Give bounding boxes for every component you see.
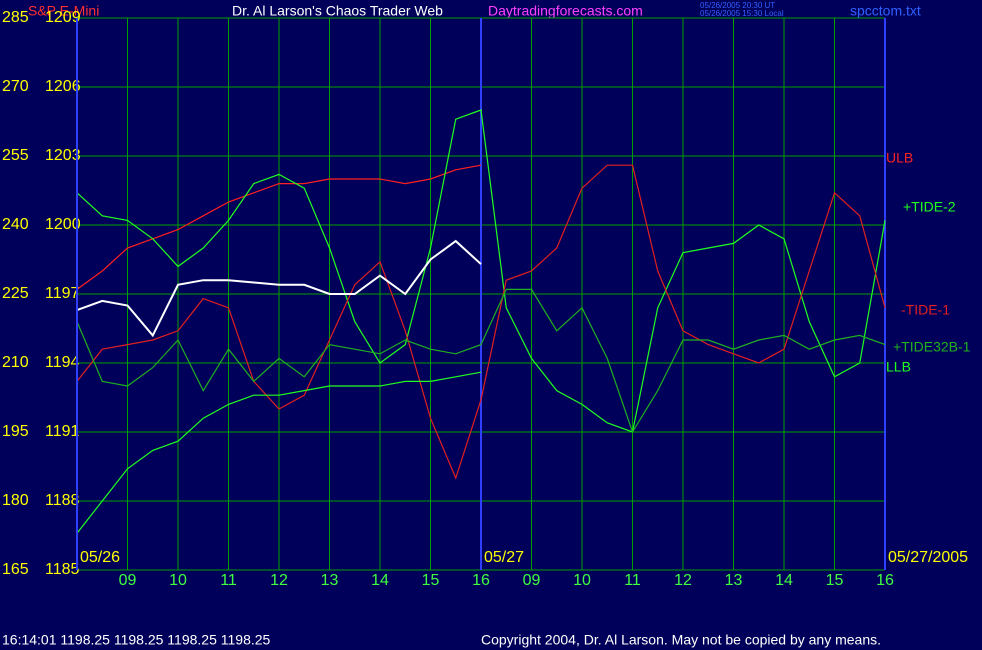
x-tick-label: 15: [826, 572, 844, 589]
date-label: 05/27/2005: [888, 549, 968, 566]
x-tick-label: 16: [472, 572, 490, 589]
x-tick-label: 12: [270, 572, 288, 589]
date-label: 05/27: [484, 549, 524, 566]
y-tick-label: 165: [2, 561, 29, 578]
quote: 16:14:01 1198.25 1198.25 1198.25 1198.25: [2, 632, 271, 648]
series-label: ULB: [886, 150, 913, 166]
y2-tick-label: 1194: [45, 354, 80, 371]
title: Dr. Al Larson's Chaos Trader Web: [232, 3, 443, 19]
instrument: S&P E-Mini: [28, 3, 99, 19]
x-tick-label: 14: [775, 572, 793, 589]
y-tick-label: 210: [2, 354, 29, 371]
x-tick-label: 14: [371, 572, 389, 589]
series-label: +TIDE-2: [903, 199, 956, 215]
y2-tick-label: 1203: [45, 147, 81, 164]
y2-tick-label: 1188: [45, 492, 80, 509]
series-label: -TIDE-1: [901, 302, 950, 318]
x-tick-label: 13: [321, 572, 339, 589]
series-label: LLB: [886, 359, 911, 375]
y-tick-label: 285: [2, 9, 29, 26]
x-tick-label: 15: [422, 572, 440, 589]
x-tick-label: 09: [523, 572, 541, 589]
stamp-local: 05/26/2005 15:30 Local: [700, 9, 784, 18]
stamp-ut: 05/26/2005 20:30 UT: [700, 1, 775, 10]
y-tick-label: 180: [2, 492, 29, 509]
x-tick-label: 10: [169, 572, 187, 589]
y2-tick-label: 1185: [45, 561, 80, 578]
series-line: [76, 164, 886, 480]
x-tick-label: 11: [624, 572, 641, 589]
series-label: +TIDE32B-1: [893, 339, 971, 355]
y2-tick-label: 1191: [45, 423, 80, 440]
y-tick-label: 240: [2, 216, 29, 233]
x-tick-label: 16: [876, 572, 894, 589]
series-line: [76, 288, 886, 434]
y-tick-label: 255: [2, 147, 29, 164]
file-name: spcctom.txt: [850, 3, 921, 19]
y-tick-label: 195: [2, 423, 29, 440]
series-line: [76, 239, 482, 338]
y2-tick-label: 1200: [45, 216, 81, 233]
x-tick-label: 13: [725, 572, 743, 589]
x-tick-label: 10: [573, 572, 591, 589]
y2-tick-label: 1197: [45, 285, 80, 302]
series-line: [76, 109, 886, 433]
site: Daytradingforecasts.com: [488, 3, 643, 19]
series-line: [76, 371, 482, 534]
date-label: 05/26: [80, 549, 120, 566]
x-tick-label: 09: [119, 572, 137, 589]
y-tick-label: 225: [2, 285, 29, 302]
series-line: [76, 164, 482, 290]
y2-tick-label: 1206: [45, 78, 81, 95]
y2-tick-label: 1209: [45, 9, 81, 26]
y-tick-label: 270: [2, 78, 29, 95]
x-tick-label: 12: [674, 572, 692, 589]
copyright: Copyright 2004, Dr. Al Larson. May not b…: [481, 632, 881, 648]
x-tick-label: 11: [220, 572, 237, 589]
